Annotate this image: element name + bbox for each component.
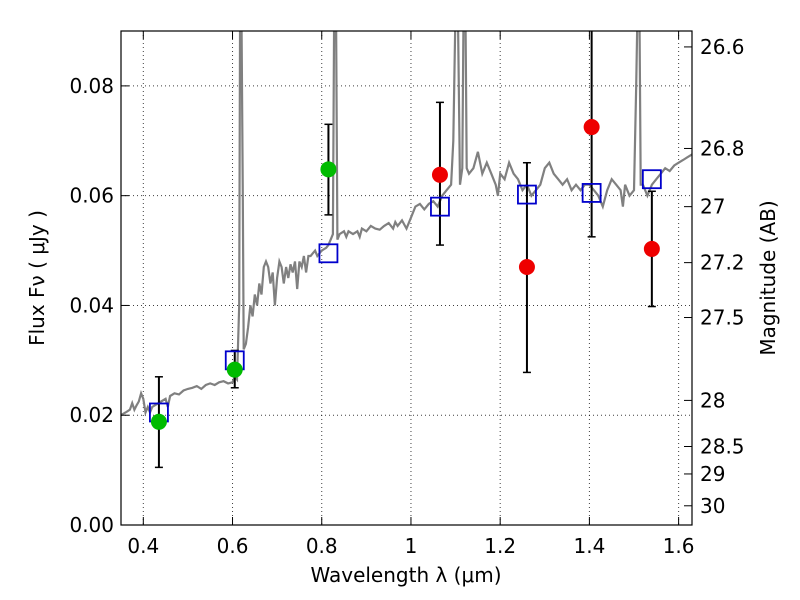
mag-tick-label: 30 [700, 494, 725, 518]
red-observed-point [643, 240, 660, 257]
mag-tick-label: 27.5 [700, 306, 745, 330]
x-tick-label: 0.6 [217, 534, 249, 558]
x-tick-label: 1.2 [484, 534, 516, 558]
model-markers [149, 169, 662, 423]
plot-area [121, 31, 692, 469]
green-observed-point [320, 161, 337, 178]
x-tick-label: 1.6 [663, 534, 695, 558]
y-tick-label: 0.04 [69, 293, 114, 317]
x-tick-label: 1.4 [573, 534, 605, 558]
y-tick-label: 0.00 [69, 513, 114, 537]
x-axis: 0.4 0.6 0.8 1 1.2 1.4 1.6 [127, 31, 695, 558]
x-axis-label: Wavelength λ (μm) [310, 563, 501, 587]
mag-tick-label: 27 [700, 195, 725, 219]
y-axis-label: Flux Fν ( μJy ) [25, 210, 49, 346]
y-tick-label: 0.08 [69, 74, 114, 98]
model-square-marker [641, 169, 662, 190]
y-axis-left: 0.00 0.02 0.04 0.06 0.08 [69, 74, 129, 537]
spectrum-line [121, 31, 692, 417]
mag-tick-label: 26.8 [700, 136, 745, 160]
green-observed-point [226, 361, 243, 378]
mag-tick-label: 27.2 [700, 251, 745, 275]
red-observed-point [583, 119, 600, 136]
mag-tick-label: 29 [700, 462, 725, 486]
y-tick-label: 0.02 [69, 403, 114, 427]
mag-tick-label: 28.5 [700, 435, 745, 459]
y-tick-label: 0.06 [69, 184, 114, 208]
model-square-marker [318, 243, 339, 264]
y-axis-right: 26.6 26.8 27 27.2 27.5 28 28.5 29 30 [684, 35, 745, 518]
model-square-marker [581, 183, 602, 203]
red-observed-point [431, 166, 448, 183]
green-observed-point [150, 413, 167, 430]
model-square-marker [517, 184, 537, 205]
mag-tick-label: 28 [700, 388, 725, 412]
plot-frame [120, 30, 693, 526]
x-tick-label: 1 [405, 534, 418, 558]
x-tick-label: 0.8 [306, 534, 338, 558]
red-observed-point [518, 259, 535, 276]
y-axis-right-label: Magnitude (AB) [756, 200, 780, 355]
x-tick-label: 0.4 [127, 534, 159, 558]
model-square-marker [430, 196, 450, 217]
mag-tick-label: 26.6 [700, 35, 745, 59]
observed-markers [150, 119, 660, 430]
